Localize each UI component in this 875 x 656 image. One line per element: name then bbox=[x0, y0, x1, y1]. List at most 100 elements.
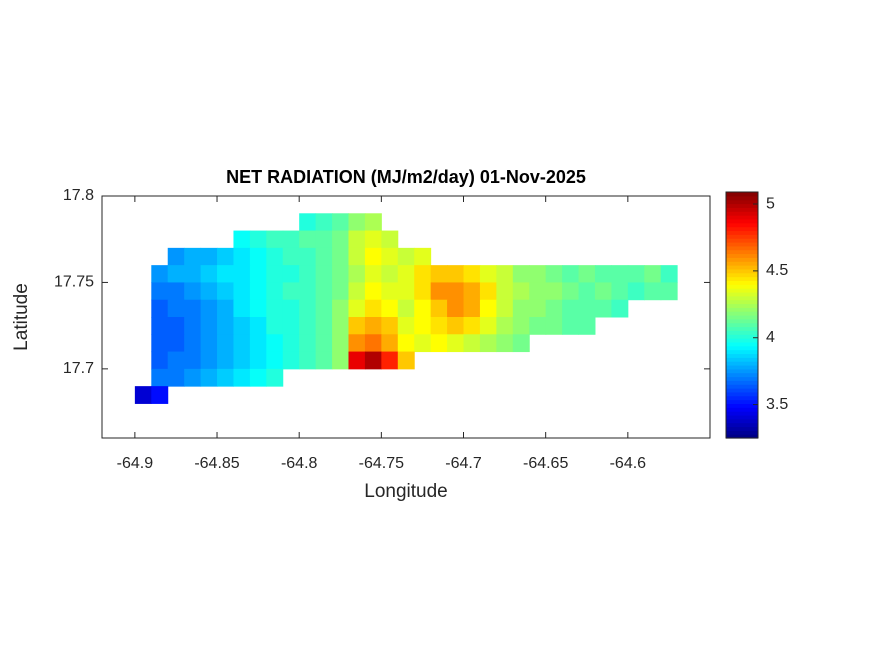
cell bbox=[200, 299, 218, 318]
cell bbox=[184, 317, 202, 335]
cell bbox=[184, 368, 202, 387]
cell bbox=[167, 247, 185, 266]
cell bbox=[479, 265, 497, 283]
cell bbox=[364, 317, 382, 335]
cell bbox=[414, 334, 432, 353]
cell bbox=[233, 334, 251, 353]
cell bbox=[282, 299, 300, 318]
cell bbox=[151, 334, 169, 353]
cell bbox=[282, 230, 300, 249]
colorbar-swatch bbox=[726, 226, 758, 232]
colorbar-swatch bbox=[726, 257, 758, 262]
cell bbox=[200, 351, 218, 370]
colorbar-swatch bbox=[726, 276, 758, 282]
cell bbox=[397, 334, 415, 353]
colorbar-swatch bbox=[726, 284, 758, 289]
cell bbox=[266, 351, 284, 370]
colorbar-swatch bbox=[726, 430, 758, 435]
colorbar-swatch bbox=[726, 199, 758, 205]
x-tick-label: -64.7 bbox=[445, 455, 482, 472]
colorbar-swatch bbox=[726, 395, 758, 401]
cell bbox=[381, 351, 399, 370]
x-tick-label: -64.9 bbox=[117, 455, 154, 472]
cell bbox=[332, 247, 349, 266]
colorbar-swatch bbox=[726, 253, 758, 258]
cell bbox=[397, 317, 415, 335]
cell bbox=[644, 282, 662, 301]
cell bbox=[233, 282, 251, 301]
x-axis-label: Longitude bbox=[364, 481, 447, 502]
cell bbox=[512, 334, 530, 353]
cell bbox=[299, 351, 317, 370]
cell bbox=[249, 265, 267, 283]
y-tick-label: 17.7 bbox=[63, 360, 94, 377]
cell bbox=[364, 351, 382, 370]
cell bbox=[200, 247, 218, 266]
cell bbox=[414, 299, 432, 318]
colorbar-swatch bbox=[726, 195, 758, 201]
cell bbox=[282, 265, 300, 283]
cell bbox=[479, 317, 497, 335]
cell bbox=[266, 334, 284, 353]
colorbar-swatch bbox=[726, 361, 758, 366]
colorbar-swatch bbox=[726, 303, 758, 308]
cell bbox=[167, 282, 185, 301]
colorbar-swatch bbox=[726, 265, 758, 270]
cell bbox=[151, 265, 169, 283]
cell bbox=[529, 299, 547, 318]
cell bbox=[200, 368, 218, 387]
colorbar-swatch bbox=[726, 234, 758, 239]
cell bbox=[496, 299, 514, 318]
cell bbox=[381, 247, 399, 266]
cell bbox=[594, 282, 612, 301]
colorbar-swatch bbox=[726, 241, 758, 247]
colorbar-swatch bbox=[726, 376, 758, 381]
cell bbox=[364, 265, 382, 283]
cell bbox=[512, 299, 530, 318]
cell bbox=[496, 334, 514, 353]
cell bbox=[348, 351, 366, 370]
cell bbox=[463, 282, 481, 301]
cell bbox=[233, 351, 251, 370]
colorbar-swatch bbox=[726, 268, 758, 274]
cell bbox=[348, 334, 366, 353]
cell bbox=[397, 299, 415, 318]
cell bbox=[299, 265, 317, 283]
colorbar-swatch bbox=[726, 407, 758, 412]
cell bbox=[282, 247, 300, 266]
cell bbox=[266, 317, 284, 335]
cell bbox=[660, 282, 678, 301]
colorbar-swatch bbox=[726, 207, 758, 212]
cell bbox=[249, 282, 267, 301]
cell bbox=[545, 282, 563, 301]
colorbar-tick-label: 4 bbox=[766, 329, 775, 346]
y-axis-label: Latitude bbox=[11, 283, 32, 351]
cell bbox=[266, 230, 284, 249]
cell bbox=[332, 334, 349, 353]
cell bbox=[184, 282, 202, 301]
cell bbox=[496, 282, 514, 301]
cell bbox=[545, 299, 563, 318]
cell bbox=[167, 317, 185, 335]
x-tick-label: -64.65 bbox=[523, 455, 568, 472]
cell bbox=[151, 368, 169, 387]
cell bbox=[299, 317, 317, 335]
colorbar-swatch bbox=[726, 434, 758, 439]
cell bbox=[151, 282, 169, 301]
colorbar-swatch bbox=[726, 307, 758, 312]
cell bbox=[299, 230, 317, 249]
colorbar-swatch bbox=[726, 318, 758, 324]
colorbar-swatch bbox=[726, 418, 758, 424]
cell bbox=[611, 265, 629, 283]
cell bbox=[562, 282, 580, 301]
cell bbox=[299, 299, 317, 318]
cell bbox=[233, 230, 251, 249]
cell bbox=[184, 247, 202, 266]
cell bbox=[167, 299, 185, 318]
colorbar-tick-label: 5 bbox=[766, 195, 775, 212]
cell bbox=[217, 334, 234, 353]
colorbar-swatch bbox=[726, 426, 758, 431]
x-tick-label: -64.75 bbox=[359, 455, 404, 472]
cell bbox=[348, 317, 366, 335]
cell bbox=[414, 247, 432, 266]
